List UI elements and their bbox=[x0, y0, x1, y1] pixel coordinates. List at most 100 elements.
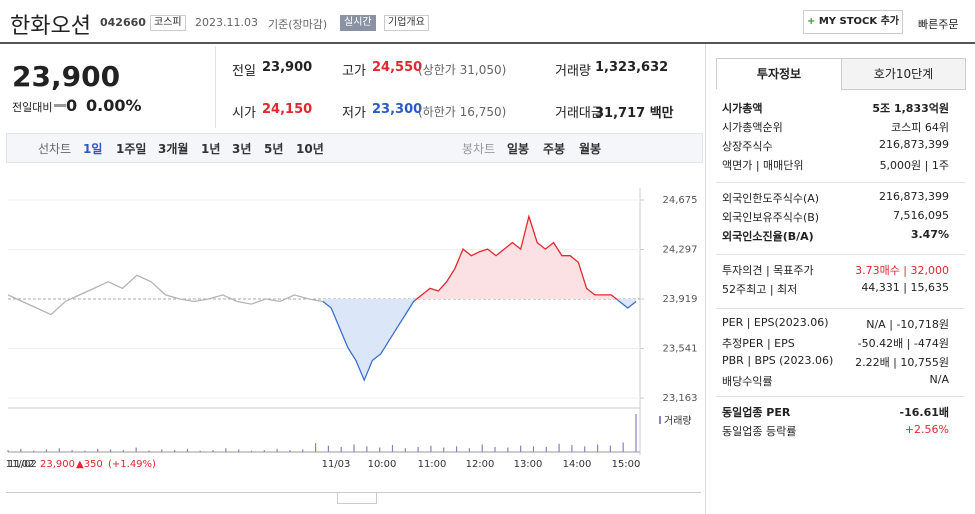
volume-label: 거래량 bbox=[664, 415, 692, 427]
section-rule bbox=[716, 182, 965, 183]
price-line bbox=[322, 214, 637, 382]
y-tick-label: 23,919 bbox=[663, 294, 698, 305]
volume-bar bbox=[199, 450, 201, 452]
basis: 기준(장마감) bbox=[268, 18, 328, 31]
change: 0 bbox=[66, 96, 78, 115]
realtime-badge[interactable]: 실시간 bbox=[340, 15, 376, 31]
footer-change: ▲350 bbox=[76, 459, 103, 470]
info-label: 동일업종 PER bbox=[722, 406, 791, 419]
my-stock-text: MY STOCK 추가 bbox=[818, 16, 900, 27]
info-value: N/A bbox=[929, 373, 949, 386]
tab[interactable]: 호가10단계 bbox=[841, 58, 966, 90]
volume-bar bbox=[314, 443, 317, 452]
x-tick-label: 15:00 bbox=[612, 459, 641, 470]
y-tick-label: 23,163 bbox=[663, 393, 698, 404]
volume-bar bbox=[250, 450, 253, 452]
volume-bar bbox=[20, 448, 22, 452]
volume-bar bbox=[494, 446, 496, 452]
info-value: N/A | -10,718원 bbox=[866, 318, 949, 331]
footer-rate: (+1.49%) bbox=[108, 459, 156, 470]
info-label: 52주최고 | 최저 bbox=[722, 283, 798, 296]
volume-bar bbox=[622, 442, 624, 452]
volume-bar bbox=[263, 450, 265, 452]
info-value: 3.73매수 | 32,000 bbox=[855, 264, 949, 277]
volume-bar bbox=[404, 448, 406, 452]
volume-bar bbox=[584, 446, 586, 452]
period-button[interactable]: 3개월 bbox=[158, 142, 189, 156]
period-button[interactable]: 1주일 bbox=[116, 142, 147, 156]
quote-value: 1,323,632 bbox=[595, 60, 669, 75]
volume-bar bbox=[571, 445, 573, 452]
period-button[interactable]: 1일 bbox=[83, 142, 103, 156]
candle-label: 봉차트 bbox=[462, 142, 496, 156]
x-tick-label: 14:00 bbox=[563, 459, 592, 470]
volume-legend-icon bbox=[659, 416, 661, 424]
stock-code: 042660 bbox=[100, 16, 146, 29]
info-label: 배당수익률 bbox=[722, 375, 773, 388]
info-label: 외국인보유주식수(B) bbox=[722, 211, 820, 224]
volume-bar bbox=[302, 449, 304, 452]
volume-bar bbox=[148, 450, 150, 452]
volume-bar bbox=[109, 449, 112, 452]
volume-bar bbox=[122, 450, 124, 452]
overview-button[interactable]: 기업개요 bbox=[384, 15, 429, 31]
period-bar bbox=[6, 133, 703, 163]
info-value: -50.42배 | -474원 bbox=[857, 337, 949, 350]
quote-label: 시가 bbox=[232, 106, 256, 121]
candle-button[interactable]: 월봉 bbox=[579, 142, 602, 156]
period-button[interactable]: 1년 bbox=[201, 142, 221, 156]
candle-button[interactable]: 일봉 bbox=[507, 142, 530, 156]
volume-bar bbox=[327, 445, 330, 452]
volume-bar bbox=[455, 446, 458, 452]
y-tick-label: 23,541 bbox=[663, 344, 698, 355]
candle-button[interactable]: 주봉 bbox=[543, 142, 566, 156]
x-tick-label: 11:00 bbox=[418, 459, 447, 470]
date: 2023.11.03 bbox=[195, 16, 258, 29]
period-button[interactable]: 10년 bbox=[296, 142, 324, 156]
quote-value: 24,150 bbox=[262, 102, 313, 117]
info-value: 216,873,399 bbox=[879, 138, 949, 151]
volume-bar bbox=[161, 449, 163, 452]
x-tick-label: 11/03 bbox=[322, 459, 351, 470]
info-label: 추정PER | EPS bbox=[722, 337, 795, 350]
quote-label: 저가 bbox=[342, 106, 366, 121]
quote-label: 거래량 bbox=[555, 64, 591, 79]
volume-bar bbox=[520, 445, 522, 452]
info-value: 44,331 | 15,635 bbox=[861, 281, 949, 294]
volume-bar bbox=[635, 414, 637, 452]
price-area bbox=[323, 216, 636, 381]
info-value: 5,000원 | 1주 bbox=[879, 159, 949, 172]
info-value: 216,873,399 bbox=[879, 190, 949, 203]
flat-icon bbox=[54, 104, 66, 107]
quick-order[interactable]: 빠른주문 bbox=[918, 18, 959, 31]
volume-bar bbox=[225, 448, 227, 452]
volume-bar bbox=[84, 450, 86, 452]
volume-bar bbox=[289, 450, 291, 452]
volume-bar bbox=[58, 448, 60, 452]
volume-bar bbox=[276, 448, 278, 452]
info-value: 7,516,095 bbox=[893, 209, 949, 222]
volume-bar bbox=[366, 446, 368, 452]
quote-note: (하한가 16,750) bbox=[418, 105, 507, 119]
change-rate: 0.00% bbox=[86, 96, 142, 115]
period-button[interactable]: 5년 bbox=[264, 142, 284, 156]
expand-button[interactable] bbox=[337, 492, 377, 504]
x-tick-label: 10:00 bbox=[368, 459, 397, 470]
volume-bar bbox=[186, 448, 189, 452]
my-stock-button[interactable]: + MY STOCK 추가 bbox=[803, 10, 903, 34]
quote-label: 전일 bbox=[232, 64, 256, 79]
info-value: 3.47% bbox=[910, 228, 949, 241]
period-button[interactable]: 3년 bbox=[232, 142, 252, 156]
volume-bar bbox=[532, 446, 535, 452]
info-value: 2.22배 | 10,755원 bbox=[855, 356, 949, 369]
info-label: 시가총액 bbox=[722, 102, 763, 115]
y-tick-label: 24,297 bbox=[663, 245, 698, 256]
volume-bar bbox=[340, 446, 342, 452]
volume-bar bbox=[97, 448, 99, 452]
header-rule bbox=[0, 42, 975, 44]
price-line bbox=[7, 274, 324, 316]
tab[interactable]: 투자정보 bbox=[716, 58, 842, 89]
info-value: -16.61배 bbox=[899, 406, 949, 419]
quote-value: 24,550 bbox=[372, 60, 423, 75]
